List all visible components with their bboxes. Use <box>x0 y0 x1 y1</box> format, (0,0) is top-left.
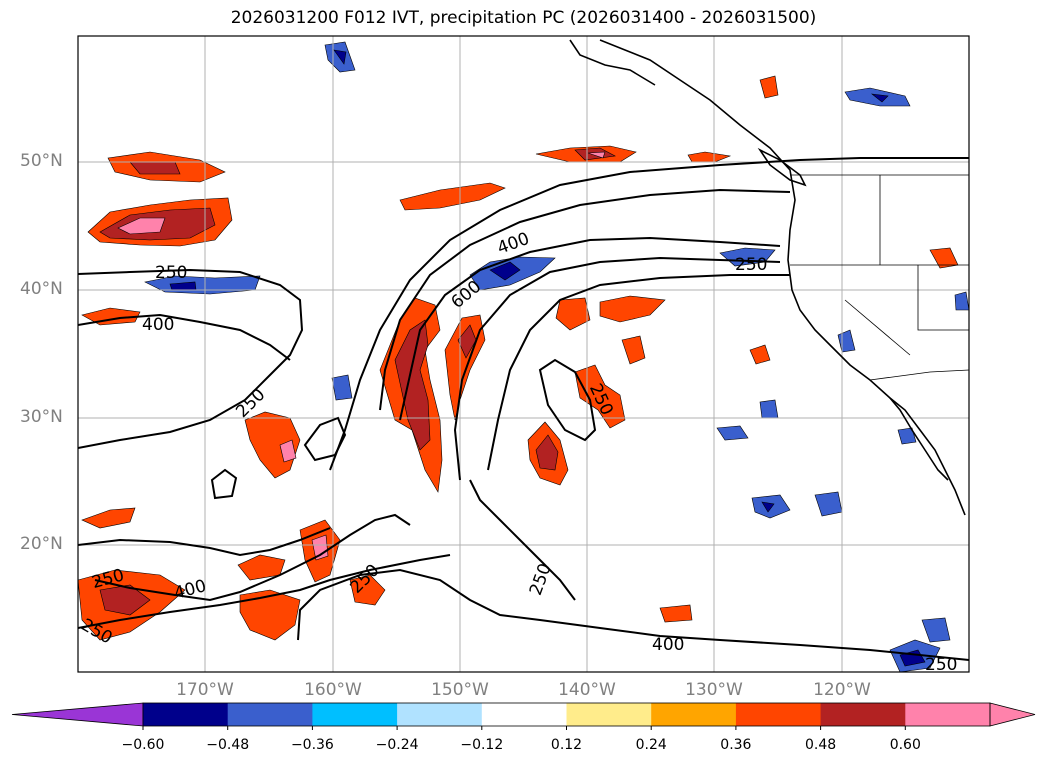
ivt-contour-south-3 <box>78 554 451 629</box>
anomaly-patch <box>749 344 771 365</box>
ivt-contour-closed-1 <box>303 416 347 462</box>
graticule <box>78 36 969 672</box>
ivt-contour-south-4 <box>297 568 969 661</box>
contour-label: 250 <box>735 255 767 275</box>
colorbar-extend-min <box>11 702 144 727</box>
anomaly-patch <box>759 75 779 99</box>
anomaly-patch <box>117 217 166 235</box>
anomaly-patch <box>311 534 329 561</box>
colorbar-tick-label: 0.12 <box>550 737 583 753</box>
colorbar-tick-label: 0.36 <box>720 737 752 753</box>
anomaly-patch <box>279 439 297 463</box>
colorbar-tick-label: −0.12 <box>460 737 504 753</box>
colorbar-tick-label: −0.60 <box>121 737 165 753</box>
anomaly-patch <box>333 49 347 65</box>
ivt-contour-250-north <box>78 268 304 449</box>
ivt-contour-400-main <box>379 188 791 411</box>
coastlines <box>569 39 966 516</box>
lon-label-140w: 140°W <box>558 680 616 700</box>
anomaly-patch <box>599 295 666 323</box>
anomaly-patch <box>587 151 606 159</box>
colorbar-segment <box>820 703 906 726</box>
lat-label-50n: 50°N <box>20 151 63 171</box>
colorbar-segment <box>397 703 483 726</box>
contour-label: 250 <box>925 655 957 675</box>
north-american-coast <box>599 39 966 516</box>
contour-label: 400 <box>652 635 684 655</box>
colorbar-segment <box>566 703 652 726</box>
ivt-contour-south-1 <box>78 527 331 557</box>
lat-label-40n: 40°N <box>20 279 63 299</box>
ivt-contour-south-2 <box>94 513 411 602</box>
ivt-contour-closed-2 <box>210 468 238 500</box>
anomaly-patch <box>870 93 889 103</box>
colorbar-segment <box>905 703 991 726</box>
ivt-contours <box>78 157 969 661</box>
colorbar-segment <box>143 703 229 726</box>
colorbar-segment <box>227 703 313 726</box>
colorbar-tick-label: −0.24 <box>375 737 419 753</box>
anomaly-patch <box>331 374 353 401</box>
ivt-contour-600-inner <box>453 256 781 481</box>
anomaly-patch <box>921 617 951 643</box>
anomaly-patch <box>555 297 591 331</box>
colorbar-segment <box>481 703 567 726</box>
contour-label: 400 <box>142 315 174 335</box>
state-border <box>844 299 911 356</box>
alaska-coast <box>569 39 656 86</box>
lon-label-130w: 130°W <box>685 680 743 700</box>
anomaly-patch <box>349 574 386 606</box>
colorbar-tick-label: −0.36 <box>290 737 334 753</box>
colorbar-tick-label: 0.24 <box>635 737 667 753</box>
ivt-contour-south-5 <box>469 479 576 601</box>
map-plot-area <box>78 36 969 672</box>
anomaly-patch <box>489 261 521 281</box>
precip-positive-anomalies <box>78 75 959 641</box>
colorbar-tick-label: −0.48 <box>206 737 250 753</box>
contour-label: 250 <box>155 263 187 283</box>
anomaly-patch <box>399 182 506 211</box>
lon-label-150w: 150°W <box>431 680 489 700</box>
lat-label-30n: 30°N <box>20 407 63 427</box>
ivt-contour-250-east <box>487 274 790 471</box>
ivt-contour-250-loop <box>538 358 597 442</box>
colorbar-segment <box>735 703 822 726</box>
lon-label-170w: 170°W <box>176 680 234 700</box>
state-border <box>917 265 969 331</box>
colorbar-tick-label: 0.60 <box>889 737 921 753</box>
lon-label-120w: 120°W <box>813 680 871 700</box>
colorbar-extend-max <box>989 702 1036 727</box>
anomaly-patch <box>621 335 646 365</box>
anomaly-patch <box>954 291 969 311</box>
ivt-contour-250-main <box>329 157 969 471</box>
anomaly-patch <box>81 507 136 529</box>
lon-label-160w: 160°W <box>304 680 362 700</box>
anomaly-patch <box>237 554 286 581</box>
anomaly-patch <box>761 501 775 513</box>
ivt-contour-400 <box>78 313 291 361</box>
colorbar <box>11 702 1036 730</box>
map-title: 2026031200 F012 IVT, precipitation PC (2… <box>230 8 817 28</box>
baja-peninsula <box>889 397 949 481</box>
lat-label-20n: 20°N <box>20 534 63 554</box>
us-mexico-border <box>869 369 969 381</box>
colorbar-segment <box>312 703 398 726</box>
anomaly-patch <box>239 589 301 641</box>
colorbar-tick-label: 0.48 <box>805 737 837 753</box>
ivt-contour-600 <box>399 236 781 421</box>
anomaly-patch <box>897 427 917 445</box>
map-frame <box>77 35 970 673</box>
vancouver-island <box>757 147 807 187</box>
anomaly-patch <box>687 151 732 163</box>
colorbar-segment <box>651 703 737 726</box>
anomaly-patch <box>535 434 559 471</box>
anomaly-patch <box>716 425 749 441</box>
anomaly-patch <box>659 604 693 623</box>
political-borders <box>790 174 969 381</box>
anomaly-patch <box>759 399 779 419</box>
